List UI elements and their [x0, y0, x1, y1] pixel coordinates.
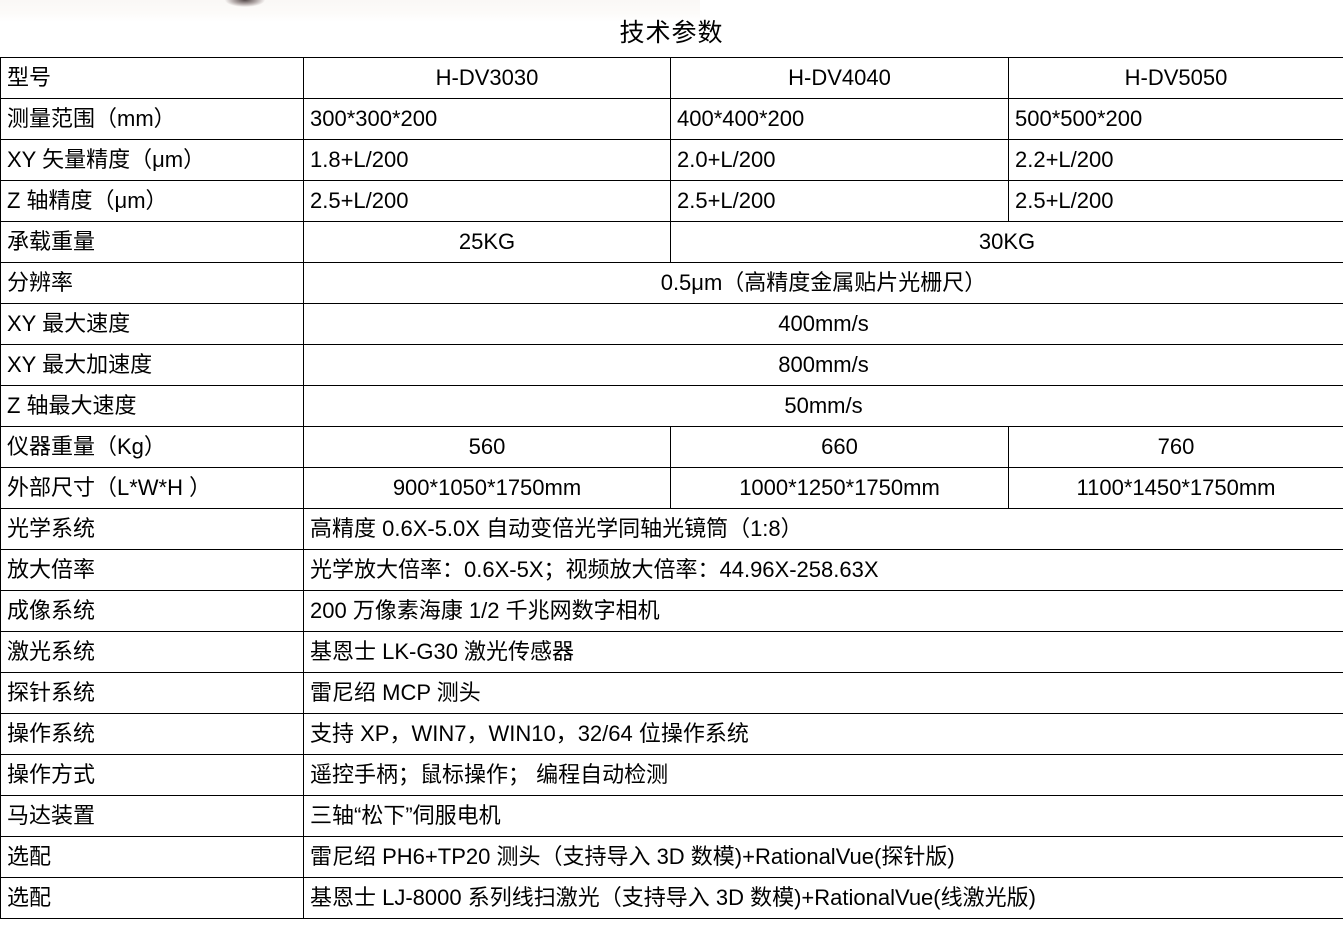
spec-table-body: 型号 H-DV3030 H-DV4040 H-DV5050 测量范围（mm） 300*30…	[0, 57, 1343, 919]
xy-max-acceleration-row-label: XY 最大加速度	[0, 344, 304, 386]
xy-vector-accuracy-row-label: XY 矢量精度（μm）	[0, 139, 304, 181]
magnification-row-value: 光学放大倍率：0.6X-5X；视频放大倍率：44.96X-258.63X	[303, 549, 1343, 591]
table-row: XY 矢量精度（μm） 1.8+L/200 2.0+L/200 2.2+L/200	[0, 139, 1343, 181]
table-row: Z 轴最大速度 50mm/s	[0, 385, 1343, 427]
xy-vector-accuracy-row-value-3: 2.2+L/200	[1008, 139, 1343, 181]
z-axis-max-speed-row-label: Z 轴最大速度	[0, 385, 304, 427]
outer-dimensions-row-label: 外部尺寸（L*W*H ）	[0, 467, 304, 509]
load-capacity-row-value-1: 25KG	[303, 221, 671, 263]
table-row: 激光系统 基恩士 LK-G30 激光传感器	[0, 631, 1343, 673]
instrument-weight-row-value-3: 760	[1008, 426, 1343, 468]
load-capacity-row-value-2: 30KG	[670, 221, 1343, 263]
xy-max-speed-row-value: 400mm/s	[303, 303, 1343, 345]
table-row: 成像系统 200 万像素海康 1/2 千兆网数字相机	[0, 590, 1343, 632]
resolution-row-value: 0.5μm（高精度金属贴片光栅尺）	[303, 262, 1343, 304]
outer-dimensions-row-value-2: 1000*1250*1750mm	[670, 467, 1009, 509]
table-row: 型号 H-DV3030 H-DV4040 H-DV5050	[0, 57, 1343, 99]
motor-device-row-value: 三轴“松下”伺服电机	[303, 795, 1343, 837]
model-row-value-2: H-DV4040	[670, 57, 1009, 99]
resolution-row-label: 分辨率	[0, 262, 304, 304]
magnification-row-label: 放大倍率	[0, 549, 304, 591]
table-row: 选配 基恩士 LJ-8000 系列线扫激光（支持导入 3D 数模)+Rationa…	[0, 877, 1343, 919]
optional-probe-row-value: 雷尼绍 PH6+TP20 测头（支持导入 3D 数模)+RationalVue(…	[303, 836, 1343, 878]
measuring-range-row-value-1: 300*300*200	[303, 98, 671, 140]
motor-device-row-label: 马达装置	[0, 795, 304, 837]
optional-probe-row-label: 选配	[0, 836, 304, 878]
table-row: 操作方式 遥控手柄；鼠标操作； 编程自动检测	[0, 754, 1343, 796]
table-row: 选配 雷尼绍 PH6+TP20 测头（支持导入 3D 数模)+RationalVu…	[0, 836, 1343, 878]
table-row: 马达装置 三轴“松下”伺服电机	[0, 795, 1343, 837]
table-row: XY 最大速度 400mm/s	[0, 303, 1343, 345]
z-axis-accuracy-row-value-3: 2.5+L/200	[1008, 180, 1343, 222]
model-row-label: 型号	[0, 57, 304, 99]
operating-system-row-label: 操作系统	[0, 713, 304, 755]
xy-max-acceleration-row-value: 800mm/s	[303, 344, 1343, 386]
probe-system-row-label: 探针系统	[0, 672, 304, 714]
model-row-value-1: H-DV3030	[303, 57, 671, 99]
table-row: XY 最大加速度 800mm/s	[0, 344, 1343, 386]
laser-system-row-value: 基恩士 LK-G30 激光传感器	[303, 631, 1343, 673]
optical-system-row-value: 高精度 0.6X-5.0X 自动变倍光学同轴光镜筒（1:8）	[303, 508, 1343, 550]
table-row: 操作系统 支持 XP，WIN7，WIN10，32/64 位操作系统	[0, 713, 1343, 755]
z-axis-accuracy-row-label: Z 轴精度（μm）	[0, 180, 304, 222]
outer-dimensions-row-value-1: 900*1050*1750mm	[303, 467, 671, 509]
optional-line-laser-row-label: 选配	[0, 877, 304, 919]
load-capacity-row-label: 承载重量	[0, 221, 304, 263]
operation-mode-row-label: 操作方式	[0, 754, 304, 796]
z-axis-accuracy-row-value-2: 2.5+L/200	[670, 180, 1009, 222]
table-row: 探针系统 雷尼绍 MCP 测头	[0, 672, 1343, 714]
optional-line-laser-row-value: 基恩士 LJ-8000 系列线扫激光（支持导入 3D 数模)+RationalV…	[303, 877, 1343, 919]
imaging-system-row-label: 成像系统	[0, 590, 304, 632]
xy-vector-accuracy-row-value-2: 2.0+L/200	[670, 139, 1009, 181]
table-row: 仪器重量（Kg） 560 660 760	[0, 426, 1343, 468]
measuring-range-row-value-3: 500*500*200	[1008, 98, 1343, 140]
instrument-weight-row-value-2: 660	[670, 426, 1009, 468]
table-row: 分辨率 0.5μm（高精度金属贴片光栅尺）	[0, 262, 1343, 304]
operation-mode-row-value: 遥控手柄；鼠标操作； 编程自动检测	[303, 754, 1343, 796]
table-row: 测量范围（mm） 300*300*200 400*400*200 500*500*20…	[0, 98, 1343, 140]
outer-dimensions-row-value-3: 1100*1450*1750mm	[1008, 467, 1343, 509]
probe-system-row-value: 雷尼绍 MCP 测头	[303, 672, 1343, 714]
table-row: 外部尺寸（L*W*H ） 900*1050*1750mm 1000*1250*175…	[0, 467, 1343, 509]
z-axis-max-speed-row-value: 50mm/s	[303, 385, 1343, 427]
xy-max-speed-row-label: XY 最大速度	[0, 303, 304, 345]
operating-system-row-value: 支持 XP，WIN7，WIN10，32/64 位操作系统	[303, 713, 1343, 755]
instrument-weight-row-label: 仪器重量（Kg）	[0, 426, 304, 468]
imaging-system-row-value: 200 万像素海康 1/2 千兆网数字相机	[303, 590, 1343, 632]
table-row: Z 轴精度（μm） 2.5+L/200 2.5+L/200 2.5+L/200	[0, 180, 1343, 222]
table-row: 放大倍率 光学放大倍率：0.6X-5X；视频放大倍率：44.96X-258.63X	[0, 549, 1343, 591]
technical-specifications-table: 型号 H-DV3030 H-DV4040 H-DV5050 测量范围（mm） 300*30…	[0, 57, 1343, 919]
model-row-value-3: H-DV5050	[1008, 57, 1343, 99]
table-row: 光学系统 高精度 0.6X-5.0X 自动变倍光学同轴光镜筒（1:8）	[0, 508, 1343, 550]
measuring-range-row-value-2: 400*400*200	[670, 98, 1009, 140]
laser-system-row-label: 激光系统	[0, 631, 304, 673]
z-axis-accuracy-row-value-1: 2.5+L/200	[303, 180, 671, 222]
optical-system-row-label: 光学系统	[0, 508, 304, 550]
table-row: 承载重量 25KG 30KG	[0, 221, 1343, 263]
measuring-range-row-label: 测量范围（mm）	[0, 98, 304, 140]
instrument-weight-row-value-1: 560	[303, 426, 671, 468]
xy-vector-accuracy-row-value-1: 1.8+L/200	[303, 139, 671, 181]
page-title: 技术参数	[619, 19, 724, 47]
